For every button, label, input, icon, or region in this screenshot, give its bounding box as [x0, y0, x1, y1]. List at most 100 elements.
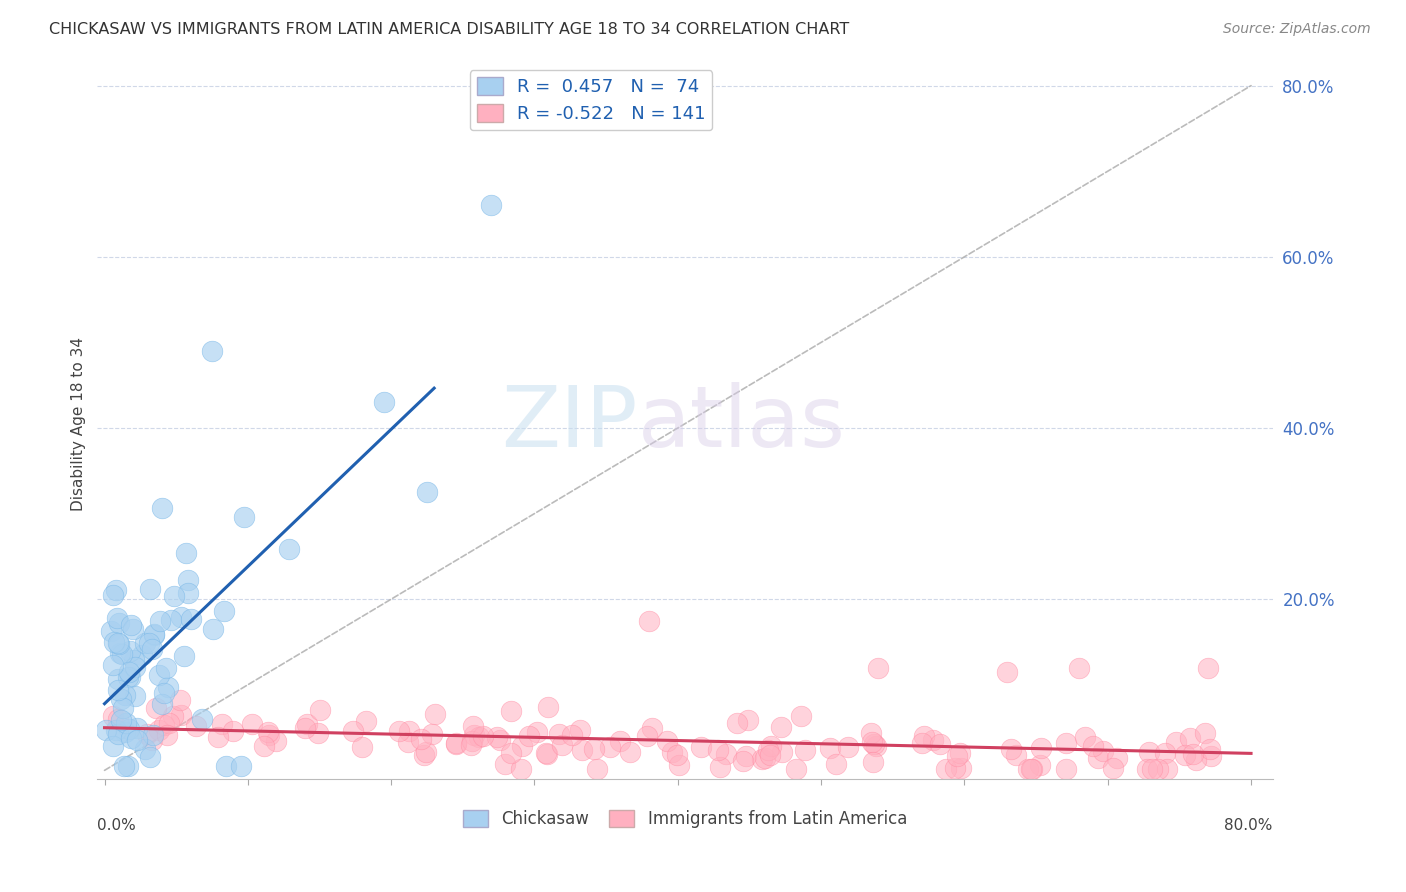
- Point: [950, 761, 973, 775]
- Point: [770, 745, 793, 759]
- Point: [1101, 761, 1123, 775]
- Point: [824, 756, 846, 771]
- Point: [1201, 748, 1223, 763]
- Point: [420, 727, 443, 741]
- Point: [537, 699, 560, 714]
- Point: [107, 683, 129, 698]
- Point: [415, 746, 437, 760]
- Point: [444, 735, 467, 749]
- Point: [352, 740, 374, 755]
- Point: [240, 717, 263, 731]
- Point: [278, 542, 301, 557]
- Point: [946, 749, 969, 764]
- Point: [928, 737, 950, 751]
- Point: [107, 727, 129, 741]
- Point: [860, 735, 883, 749]
- Point: [1153, 746, 1175, 760]
- Point: [1147, 762, 1170, 776]
- Text: 0.0%: 0.0%: [97, 818, 136, 833]
- Point: [122, 653, 145, 667]
- Point: [309, 703, 332, 717]
- Point: [599, 740, 621, 755]
- Point: [1166, 735, 1188, 749]
- Point: [1017, 762, 1039, 776]
- Point: [751, 752, 773, 766]
- Point: [177, 586, 200, 600]
- Point: [666, 748, 689, 763]
- Point: [174, 546, 197, 560]
- Point: [409, 732, 432, 747]
- Point: [1092, 744, 1115, 758]
- Point: [661, 745, 683, 759]
- Point: [108, 616, 131, 631]
- Point: [609, 734, 631, 748]
- Point: [551, 738, 574, 752]
- Point: [143, 627, 166, 641]
- Point: [264, 734, 287, 748]
- Point: [1174, 748, 1197, 763]
- Legend: Chickasaw, Immigrants from Latin America: Chickasaw, Immigrants from Latin America: [457, 803, 914, 835]
- Point: [222, 724, 245, 739]
- Point: [100, 624, 122, 639]
- Point: [307, 725, 329, 739]
- Point: [1140, 762, 1163, 776]
- Point: [582, 742, 605, 756]
- Point: [107, 672, 129, 686]
- Point: [714, 747, 737, 762]
- Point: [636, 729, 658, 743]
- Point: [461, 719, 484, 733]
- Point: [112, 759, 135, 773]
- Point: [1198, 742, 1220, 756]
- Point: [120, 670, 142, 684]
- Point: [444, 737, 467, 751]
- Point: [112, 701, 135, 715]
- Text: ZIP: ZIP: [502, 382, 638, 466]
- Point: [118, 722, 141, 736]
- Point: [104, 723, 127, 737]
- Point: [342, 724, 364, 739]
- Point: [212, 604, 235, 618]
- Point: [571, 743, 593, 757]
- Point: [912, 729, 935, 743]
- Point: [1029, 741, 1052, 756]
- Point: [865, 739, 887, 753]
- Point: [860, 725, 883, 739]
- Point: [1000, 742, 1022, 756]
- Point: [136, 726, 159, 740]
- Point: [818, 741, 841, 756]
- Point: [150, 698, 173, 712]
- Point: [657, 734, 679, 748]
- Point: [1005, 748, 1028, 763]
- Point: [1028, 757, 1050, 772]
- Point: [170, 609, 193, 624]
- Point: [997, 665, 1019, 679]
- Point: [1087, 751, 1109, 765]
- Point: [690, 740, 713, 755]
- Point: [868, 660, 890, 674]
- Point: [201, 343, 224, 358]
- Point: [134, 636, 156, 650]
- Point: [215, 759, 238, 773]
- Point: [668, 758, 690, 772]
- Point: [921, 733, 943, 747]
- Point: [101, 658, 124, 673]
- Point: [641, 721, 664, 735]
- Point: [945, 761, 967, 775]
- Point: [935, 762, 957, 776]
- Point: [413, 748, 436, 763]
- Point: [1194, 726, 1216, 740]
- Point: [510, 739, 533, 753]
- Point: [131, 648, 153, 662]
- Point: [177, 573, 200, 587]
- Point: [134, 741, 156, 756]
- Point: [110, 713, 132, 727]
- Point: [536, 746, 558, 760]
- Point: [837, 740, 859, 755]
- Point: [115, 716, 138, 731]
- Point: [471, 729, 494, 743]
- Point: [170, 707, 193, 722]
- Point: [138, 636, 160, 650]
- Point: [114, 688, 136, 702]
- Point: [911, 736, 934, 750]
- Point: [180, 612, 202, 626]
